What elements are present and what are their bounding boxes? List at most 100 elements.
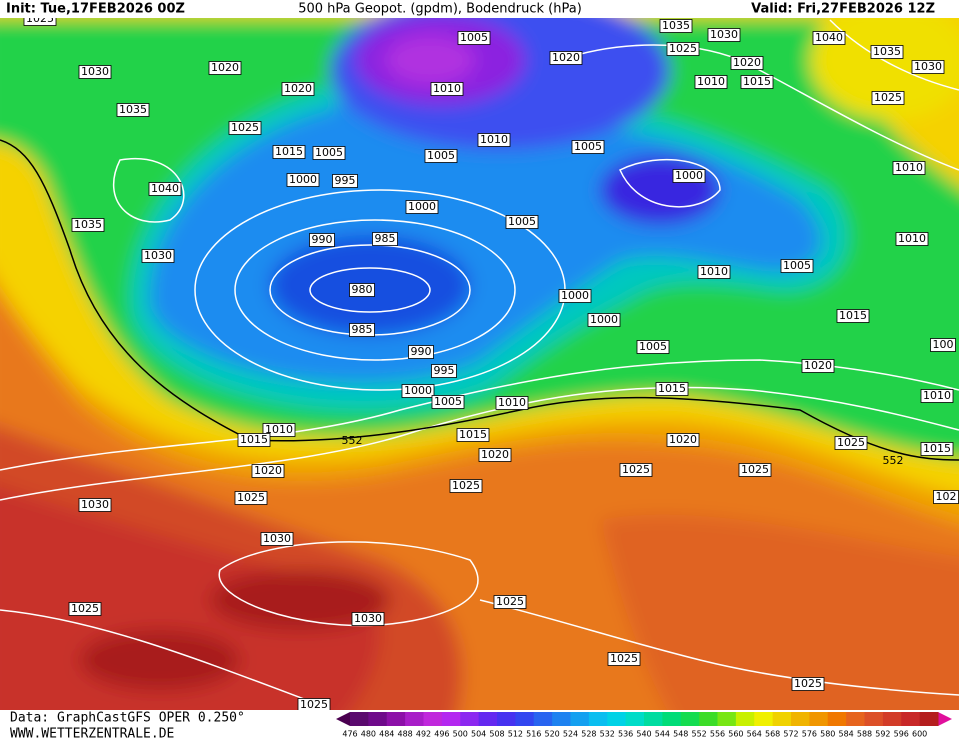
isobar-label-box [312, 146, 346, 160]
isobar-label: 1000 [408, 200, 436, 213]
colorbar-label: 588 [857, 730, 872, 739]
isobar-label: 1005 [508, 215, 536, 228]
colorbar-swatch [644, 712, 663, 726]
colorbar-swatch [588, 712, 608, 726]
isobar-label-box [116, 103, 150, 117]
isobar-label-box [372, 232, 398, 246]
isobar-label-box [791, 677, 825, 691]
isobar-label: 1025 [610, 652, 638, 665]
isobar-label-box [801, 359, 835, 373]
isobar-label-box [697, 265, 731, 279]
isobar-label-box [449, 479, 483, 493]
isobar-label: 990 [411, 345, 432, 358]
isobar-label-box [237, 433, 271, 447]
isobar-label-box [738, 463, 772, 477]
isobar-label-box [707, 28, 741, 42]
isobar-label-box [309, 233, 335, 247]
website: WWW.WETTERZENTRALE.DE [10, 727, 174, 741]
isobar-label-box [672, 169, 706, 183]
isobar-label-box [587, 313, 621, 327]
isobar-label-box [895, 232, 929, 246]
colorbar-swatch [846, 712, 865, 726]
header-bar [0, 0, 959, 18]
isobar-label-box [281, 82, 315, 96]
isobar-label: 1030 [81, 65, 109, 78]
isobar-label-box [619, 463, 653, 477]
isobar-label: 1010 [480, 133, 508, 146]
colorbar-label: 500 [453, 730, 468, 739]
isobar-label: 1025 [71, 602, 99, 615]
isobar-label-box [930, 338, 956, 352]
isobar-label-box [272, 145, 306, 159]
data-source: Data: GraphCastGFS OPER 0.250° [10, 711, 245, 726]
isobar-label-box [457, 31, 491, 45]
isobar-label: 1010 [898, 232, 926, 245]
isobar-label: 1025 [237, 491, 265, 504]
colorbar-label: 520 [544, 730, 559, 739]
isobar-label: 1015 [658, 382, 686, 395]
isobar-label: 1025 [874, 91, 902, 104]
isobar-label: 995 [335, 174, 356, 187]
colorbar-swatch [386, 712, 406, 726]
isobar-label-box [730, 56, 764, 70]
colorbar-swatch [791, 712, 810, 726]
colorbar-label: 592 [875, 730, 890, 739]
isobar-label: 1020 [733, 56, 761, 69]
isobar-label: 1035 [873, 45, 901, 58]
colorbar-swatch [368, 712, 388, 726]
isobar-label: 1025 [837, 436, 865, 449]
isobar-label-box [349, 323, 375, 337]
isobar-label: 1005 [434, 395, 462, 408]
isobar-label-box [78, 65, 112, 79]
contour-552 [0, 139, 959, 461]
colorbar-swatch [423, 712, 443, 726]
colorbar-label: 492 [416, 730, 431, 739]
isobar-label-box [812, 31, 846, 45]
isobar-label-box [148, 182, 182, 196]
colorbar-label: 600 [912, 730, 927, 739]
colorbar-arrow-right [938, 712, 952, 726]
isobar-label-box [871, 91, 905, 105]
isobar-label: 1025 [622, 463, 650, 476]
colorbar-label: 576 [802, 730, 817, 739]
isobar-label: 1015 [923, 442, 951, 455]
isobar-label-box [636, 340, 670, 354]
colorbar-swatch [827, 712, 847, 726]
isobar-label: 1000 [561, 289, 589, 302]
isobar-label-box [408, 345, 434, 359]
isobar-label: 1025 [741, 463, 769, 476]
isobar-label-box [251, 464, 285, 478]
isobar-label-box [208, 61, 242, 75]
isobar-label: 1010 [433, 82, 461, 95]
isobar-label: 1000 [590, 313, 618, 326]
colorbar-swatch [809, 712, 829, 726]
colorbar-swatch [460, 712, 480, 726]
isobar-label: 1025 [231, 121, 259, 134]
colorbar-label: 532 [600, 730, 615, 739]
isobar-label-box [478, 448, 512, 462]
colorbar-label: 512 [508, 730, 523, 739]
isobar-label-box [78, 498, 112, 512]
isobar-label: 1030 [914, 60, 942, 73]
isobar-label-box [431, 364, 457, 378]
isobar-label-box [71, 218, 105, 232]
isobar-label: 1015 [459, 428, 487, 441]
isobar-label: 1010 [700, 265, 728, 278]
isobar-label: 1025 [452, 479, 480, 492]
isobar-label-box [836, 309, 870, 323]
isobar-label: 1025 [669, 42, 697, 55]
colorbar-swatch [735, 712, 755, 726]
isobar-label: 102 [936, 490, 957, 503]
colorbar-label: 568 [765, 730, 780, 739]
isobar-label-box [920, 442, 954, 456]
colorbar-swatch [441, 712, 461, 726]
isobar-label-box [405, 200, 439, 214]
isobar-label: 980 [352, 283, 373, 296]
isobar-label: 1035 [74, 218, 102, 231]
colorbar-swatch [882, 712, 902, 726]
colorbar-swatch [552, 712, 571, 726]
isobar-label: 985 [352, 323, 373, 336]
colorbar-swatch [901, 712, 921, 726]
isobar-label-box [780, 259, 814, 273]
